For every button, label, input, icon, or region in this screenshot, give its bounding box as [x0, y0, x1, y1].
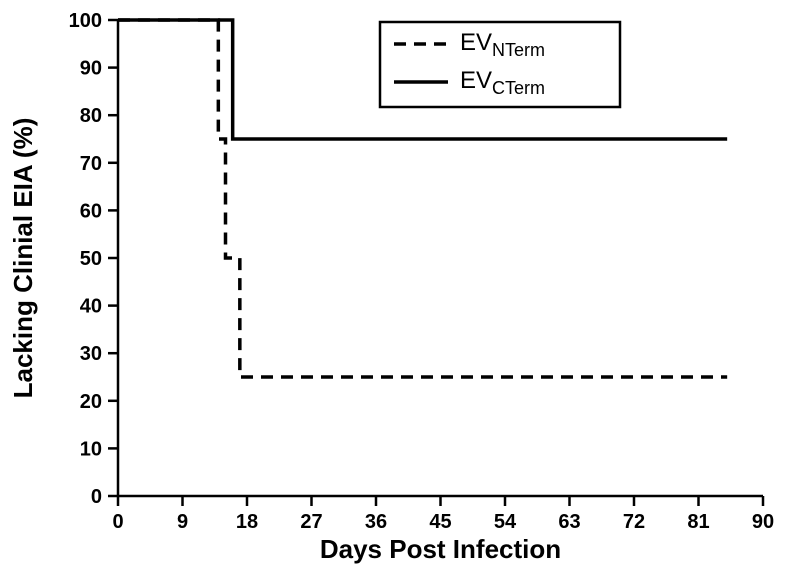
- y-tick-label: 20: [80, 391, 102, 413]
- y-tick-label: 70: [80, 153, 102, 175]
- y-tick-label: 60: [80, 200, 102, 222]
- chart-svg: 0 9 18 27 36 45 54 63 72 81 90 0 10 20 30 40 50 60 70 80 90 1…: [0, 0, 793, 576]
- legend-label-ev_nterm: EVNTerm: [460, 29, 545, 60]
- y-tick-label: 30: [80, 343, 102, 365]
- y-tick-label: 80: [80, 105, 102, 127]
- y-tick-label: 50: [80, 248, 102, 270]
- x-tick-label: 90: [752, 511, 774, 533]
- y-axis-title: Lacking Clinial EIA (%): [8, 118, 38, 399]
- x-tick-label: 45: [429, 511, 451, 533]
- x-tick-label: 27: [300, 511, 322, 533]
- x-tick-label: 0: [112, 511, 123, 533]
- x-tick-label: 81: [687, 511, 709, 533]
- series-ev_cterm: [118, 20, 727, 139]
- x-tick-label: 63: [558, 511, 580, 533]
- x-axis-title: Days Post Infection: [320, 534, 561, 564]
- legend-label-ev_cterm: EVCTerm: [460, 67, 545, 98]
- y-tick-label: 10: [80, 438, 102, 460]
- x-tick-label: 72: [623, 511, 645, 533]
- x-tick-label: 18: [236, 511, 258, 533]
- survival-chart: 0 9 18 27 36 45 54 63 72 81 90 0 10 20 30 40 50 60 70 80 90 1…: [0, 0, 793, 576]
- x-tick-label: 9: [177, 511, 188, 533]
- x-tick-label: 36: [365, 511, 387, 533]
- y-tick-label: 100: [69, 10, 102, 32]
- series-ev_nterm: [118, 20, 727, 377]
- y-tick-label: 90: [80, 58, 102, 80]
- x-tick-label: 54: [494, 511, 517, 533]
- y-tick-label: 0: [91, 486, 102, 508]
- y-tick-label: 40: [80, 296, 102, 318]
